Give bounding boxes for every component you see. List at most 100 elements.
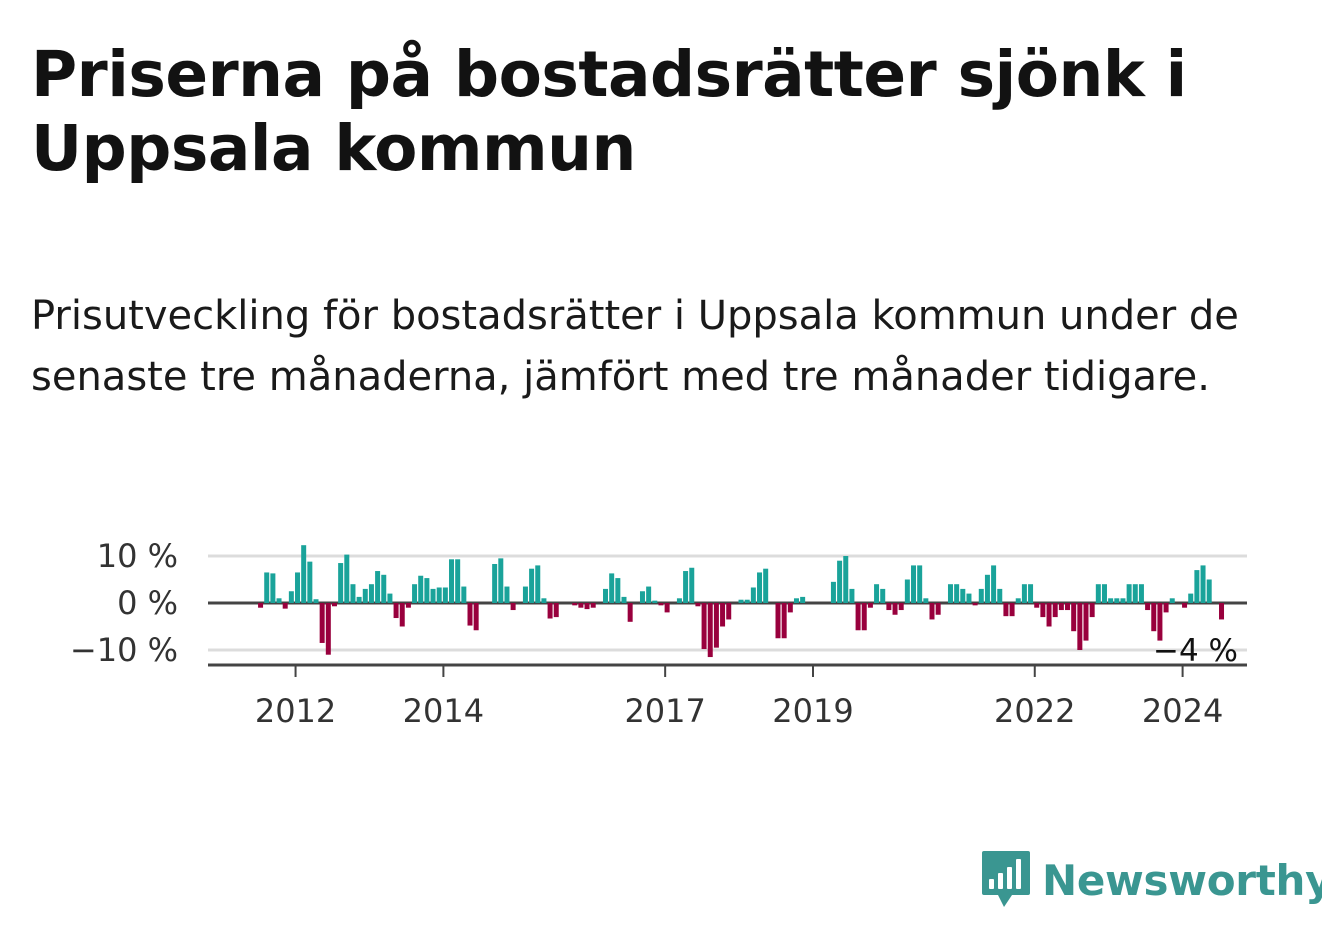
bar xyxy=(498,558,504,603)
bar xyxy=(984,574,990,603)
bar xyxy=(1126,584,1132,603)
bar xyxy=(1145,603,1151,611)
bar xyxy=(1206,579,1212,603)
bar xyxy=(1108,598,1114,603)
bar xyxy=(313,599,319,603)
x-tick-label: 2012 xyxy=(255,692,336,730)
bar xyxy=(1077,603,1083,650)
bar xyxy=(966,593,972,603)
bar xyxy=(375,571,381,603)
bar xyxy=(775,603,781,639)
bar xyxy=(393,603,399,619)
bar xyxy=(683,571,689,603)
chart-title: Priserna på bostadsrätter sjönk i Uppsal… xyxy=(31,38,1187,185)
x-tick-label: 2017 xyxy=(624,692,705,730)
bar xyxy=(738,599,744,603)
bar xyxy=(1151,603,1157,632)
bar xyxy=(1015,598,1021,603)
bar xyxy=(1040,603,1046,618)
bar xyxy=(264,572,270,603)
bar xyxy=(1188,593,1194,603)
bars xyxy=(258,545,1225,658)
bar xyxy=(726,603,732,620)
newsworthy-logo-icon xyxy=(982,851,1030,907)
bar xyxy=(399,603,405,627)
last-value-label: −4 % xyxy=(1153,633,1238,669)
bar xyxy=(898,603,904,611)
bar xyxy=(449,559,455,603)
y-tick-label: 10 % xyxy=(97,537,178,575)
brand-name: Newsworthy xyxy=(1042,855,1322,905)
y-tick-label: −10 % xyxy=(70,631,178,669)
y-tick-label: 0 % xyxy=(117,584,178,622)
bar xyxy=(843,556,849,603)
bar xyxy=(1163,603,1169,613)
bar xyxy=(880,588,886,603)
bar xyxy=(295,572,301,603)
bar xyxy=(855,603,861,631)
bar xyxy=(270,573,276,603)
bar xyxy=(750,587,756,603)
bar xyxy=(572,603,578,606)
bar xyxy=(1003,603,1009,617)
x-axis xyxy=(208,663,1247,677)
bar xyxy=(744,599,750,603)
bar xyxy=(535,565,541,603)
bar xyxy=(707,603,713,658)
bar xyxy=(874,584,880,603)
bar xyxy=(461,586,467,603)
bar xyxy=(627,603,633,622)
bar xyxy=(695,603,701,607)
bar xyxy=(997,588,1003,603)
bar xyxy=(904,579,910,603)
bar xyxy=(1065,603,1071,611)
bar xyxy=(1219,603,1225,620)
bar xyxy=(547,603,553,619)
bar xyxy=(1169,598,1175,603)
bar xyxy=(368,584,374,603)
bar xyxy=(1052,603,1058,618)
bar xyxy=(381,574,387,603)
x-tick-label: 2024 xyxy=(1142,692,1223,730)
bar xyxy=(1071,603,1077,632)
bar xyxy=(1083,603,1089,641)
bar xyxy=(615,578,621,603)
bar xyxy=(1058,603,1064,611)
bar xyxy=(510,603,516,611)
bar xyxy=(861,603,867,631)
bar xyxy=(689,567,695,603)
bar xyxy=(362,588,368,603)
bar xyxy=(1194,570,1200,603)
bar xyxy=(418,575,424,603)
bar xyxy=(923,598,929,603)
bar xyxy=(621,596,627,603)
bar xyxy=(1132,584,1138,603)
bar xyxy=(837,560,843,603)
bar xyxy=(467,603,473,626)
bar xyxy=(492,563,498,603)
bar xyxy=(405,603,411,608)
bar xyxy=(800,596,806,603)
y-axis-labels: 10 % 0 % −10 % xyxy=(70,537,178,669)
bar xyxy=(356,596,362,603)
bar xyxy=(793,598,799,603)
bar xyxy=(522,586,528,603)
bar xyxy=(757,572,763,603)
x-tick-label: 2019 xyxy=(772,692,853,730)
bar xyxy=(1114,598,1120,603)
bar xyxy=(1182,603,1188,608)
bar xyxy=(929,603,935,620)
newsworthy-logo: Newsworthy xyxy=(980,848,1322,912)
bar xyxy=(1157,603,1163,641)
bar xyxy=(1095,584,1101,603)
bar xyxy=(886,603,892,611)
bar xyxy=(991,565,997,603)
bar xyxy=(276,598,282,603)
bar xyxy=(1101,584,1107,603)
bar xyxy=(436,587,442,603)
bar xyxy=(1034,603,1040,608)
bar xyxy=(387,593,393,603)
bar xyxy=(529,568,535,603)
bar xyxy=(892,603,898,615)
bar xyxy=(1021,584,1027,603)
